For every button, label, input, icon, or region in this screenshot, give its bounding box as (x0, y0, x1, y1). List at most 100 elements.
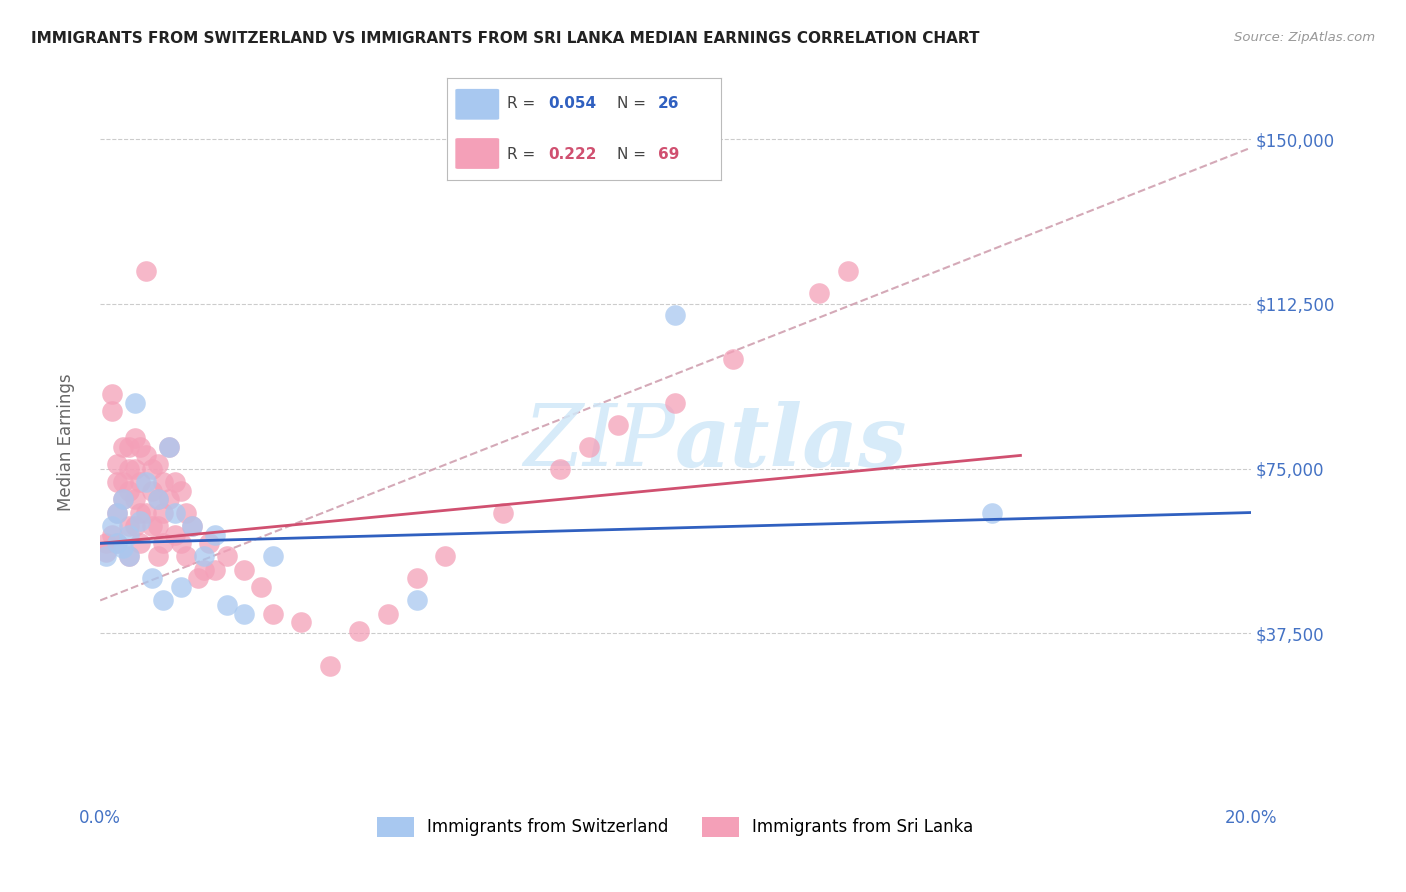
FancyBboxPatch shape (456, 89, 499, 120)
Point (163, 506, 186, 520)
Point (141, 461, 163, 475)
Point (112, 475, 135, 489)
Point (152, 536, 174, 550)
Point (107, 536, 129, 550)
Point (107, 457, 129, 471)
Point (124, 431, 146, 445)
Point (146, 518, 169, 533)
Point (837, 264, 859, 278)
FancyBboxPatch shape (456, 138, 499, 169)
Point (100, 518, 122, 533)
Point (118, 549, 141, 564)
Point (100, 527, 122, 541)
Text: ZIP: ZIP (523, 401, 675, 483)
Point (492, 506, 515, 520)
Point (250, 580, 273, 594)
Point (141, 571, 163, 585)
Point (187, 571, 209, 585)
Point (146, 492, 169, 507)
Point (146, 492, 169, 507)
Point (405, 571, 427, 585)
Point (135, 475, 157, 489)
Point (118, 518, 141, 533)
Point (170, 483, 193, 498)
Point (112, 541, 135, 555)
Point (100, 387, 122, 401)
Point (347, 624, 370, 639)
Point (578, 440, 600, 454)
Point (100, 404, 122, 418)
Point (550, 461, 572, 475)
Text: N =: N = (617, 146, 651, 161)
Text: atlas: atlas (675, 401, 908, 484)
Point (176, 506, 198, 520)
Point (146, 457, 169, 471)
Point (170, 580, 193, 594)
Point (135, 264, 157, 278)
Point (204, 563, 226, 577)
Point (152, 593, 174, 607)
Point (129, 440, 152, 454)
Point (135, 506, 157, 520)
Point (146, 549, 169, 564)
Point (721, 351, 744, 366)
Point (377, 607, 399, 621)
Point (118, 461, 141, 475)
Text: 0.054: 0.054 (548, 96, 596, 112)
Point (405, 593, 427, 607)
Legend: Immigrants from Switzerland, Immigrants from Sri Lanka: Immigrants from Switzerland, Immigrants … (371, 811, 980, 843)
Point (170, 536, 193, 550)
Point (163, 475, 186, 489)
Point (157, 440, 180, 454)
Point (215, 549, 238, 564)
Point (124, 395, 146, 409)
Point (262, 607, 284, 621)
Point (94, 549, 117, 564)
Point (664, 308, 686, 322)
Point (152, 506, 174, 520)
Point (124, 492, 146, 507)
Text: R =: R = (508, 146, 540, 161)
Point (152, 475, 174, 489)
Text: IMMIGRANTS FROM SWITZERLAND VS IMMIGRANTS FROM SRI LANKA MEDIAN EARNINGS CORRELA: IMMIGRANTS FROM SWITZERLAND VS IMMIGRANT… (31, 31, 980, 46)
Point (129, 475, 152, 489)
Point (107, 506, 129, 520)
Point (434, 549, 457, 564)
Text: 69: 69 (658, 146, 679, 161)
Y-axis label: Median Earnings: Median Earnings (58, 374, 75, 511)
Point (980, 506, 1002, 520)
Point (118, 527, 141, 541)
Point (290, 615, 312, 630)
Point (124, 461, 146, 475)
Point (319, 659, 342, 673)
Point (215, 598, 238, 612)
Point (204, 527, 226, 541)
Point (107, 536, 129, 550)
Point (181, 518, 204, 533)
Point (157, 492, 180, 507)
Point (163, 527, 186, 541)
Point (118, 549, 141, 564)
Point (94, 545, 117, 559)
Point (112, 492, 135, 507)
Point (141, 483, 163, 498)
Text: 0.222: 0.222 (548, 146, 598, 161)
Point (118, 440, 141, 454)
Point (233, 607, 256, 621)
Point (193, 549, 215, 564)
Point (233, 563, 256, 577)
Point (129, 506, 152, 520)
Point (176, 549, 198, 564)
Point (107, 506, 129, 520)
Point (112, 492, 135, 507)
Point (262, 549, 284, 564)
Point (141, 518, 163, 533)
Text: 26: 26 (658, 96, 679, 112)
Point (107, 475, 129, 489)
Point (157, 440, 180, 454)
Point (193, 563, 215, 577)
Point (124, 518, 146, 533)
Point (112, 440, 135, 454)
Point (808, 285, 831, 300)
Text: N =: N = (617, 96, 651, 112)
